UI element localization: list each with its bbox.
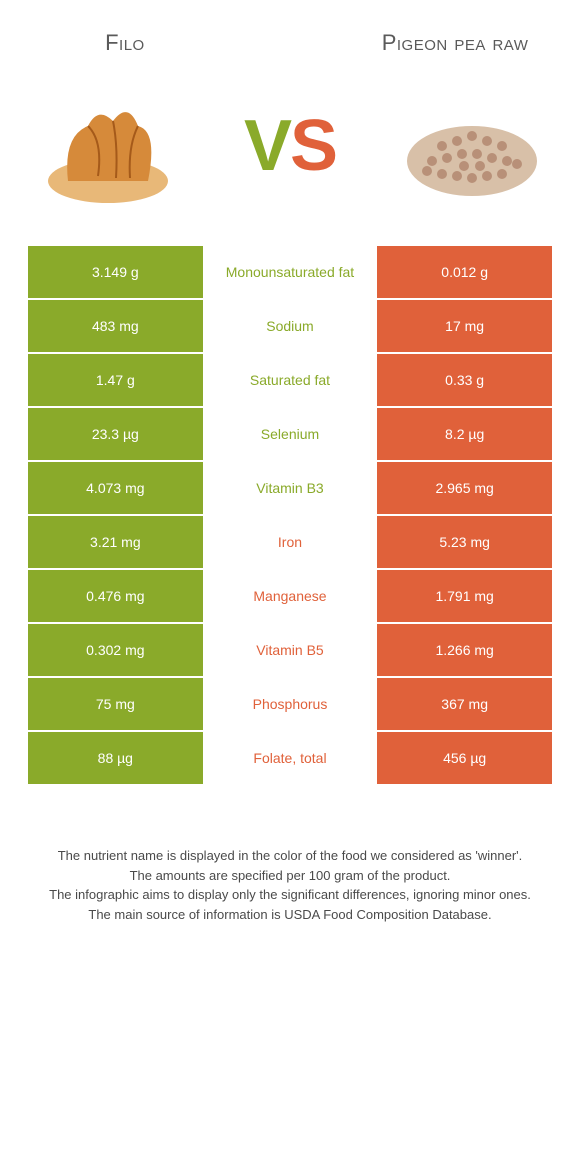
table-row: 0.302 mgVitamin B51.266 mg <box>28 624 552 678</box>
value-a: 0.302 mg <box>28 624 203 678</box>
table-row: 0.476 mgManganese1.791 mg <box>28 570 552 624</box>
images-row: VS <box>28 86 552 206</box>
nutrient-label: Saturated fat <box>203 354 378 408</box>
nutrient-label: Manganese <box>203 570 378 624</box>
nutrient-label: Phosphorus <box>203 678 378 732</box>
vs-s: S <box>290 106 336 186</box>
table-row: 483 mgSodium17 mg <box>28 300 552 354</box>
value-a: 23.3 µg <box>28 408 203 462</box>
nutrient-label: Monounsaturated fat <box>203 246 378 300</box>
footnote-line: The nutrient name is displayed in the co… <box>28 846 552 866</box>
nutrient-label: Vitamin B3 <box>203 462 378 516</box>
vs-v: V <box>244 106 290 186</box>
nutrient-label: Selenium <box>203 408 378 462</box>
value-a: 88 µg <box>28 732 203 786</box>
value-b: 2.965 mg <box>377 462 552 516</box>
value-a: 1.47 g <box>28 354 203 408</box>
nutrient-table: 3.149 gMonounsaturated fat0.012 g483 mgS… <box>28 246 552 786</box>
footnote-line: The main source of information is USDA F… <box>28 905 552 925</box>
value-b: 0.33 g <box>377 354 552 408</box>
nutrient-label: Iron <box>203 516 378 570</box>
nutrient-label: Sodium <box>203 300 378 354</box>
header: Filo Pigeon pea raw <box>28 30 552 56</box>
table-row: 23.3 µgSelenium8.2 µg <box>28 408 552 462</box>
footnote-line: The infographic aims to display only the… <box>28 885 552 905</box>
value-b: 5.23 mg <box>377 516 552 570</box>
footnote-line: The amounts are specified per 100 gram o… <box>28 866 552 886</box>
nutrient-label: Vitamin B5 <box>203 624 378 678</box>
table-row: 3.21 mgIron5.23 mg <box>28 516 552 570</box>
value-a: 75 mg <box>28 678 203 732</box>
food-b-image <box>392 86 552 206</box>
table-row: 4.073 mgVitamin B32.965 mg <box>28 462 552 516</box>
value-b: 1.791 mg <box>377 570 552 624</box>
value-b: 456 µg <box>377 732 552 786</box>
table-row: 1.47 gSaturated fat0.33 g <box>28 354 552 408</box>
nutrient-label: Folate, total <box>203 732 378 786</box>
table-row: 75 mgPhosphorus367 mg <box>28 678 552 732</box>
footnotes: The nutrient name is displayed in the co… <box>28 846 552 924</box>
value-a: 3.21 mg <box>28 516 203 570</box>
food-b-title: Pigeon pea raw <box>358 30 552 56</box>
food-a-image <box>28 86 188 206</box>
table-row: 88 µgFolate, total456 µg <box>28 732 552 786</box>
food-a-title: Filo <box>28 30 222 56</box>
value-b: 17 mg <box>377 300 552 354</box>
value-b: 1.266 mg <box>377 624 552 678</box>
value-a: 4.073 mg <box>28 462 203 516</box>
value-b: 367 mg <box>377 678 552 732</box>
value-b: 8.2 µg <box>377 408 552 462</box>
table-row: 3.149 gMonounsaturated fat0.012 g <box>28 246 552 300</box>
value-a: 483 mg <box>28 300 203 354</box>
value-a: 3.149 g <box>28 246 203 300</box>
vs-label: VS <box>244 110 336 182</box>
value-a: 0.476 mg <box>28 570 203 624</box>
value-b: 0.012 g <box>377 246 552 300</box>
